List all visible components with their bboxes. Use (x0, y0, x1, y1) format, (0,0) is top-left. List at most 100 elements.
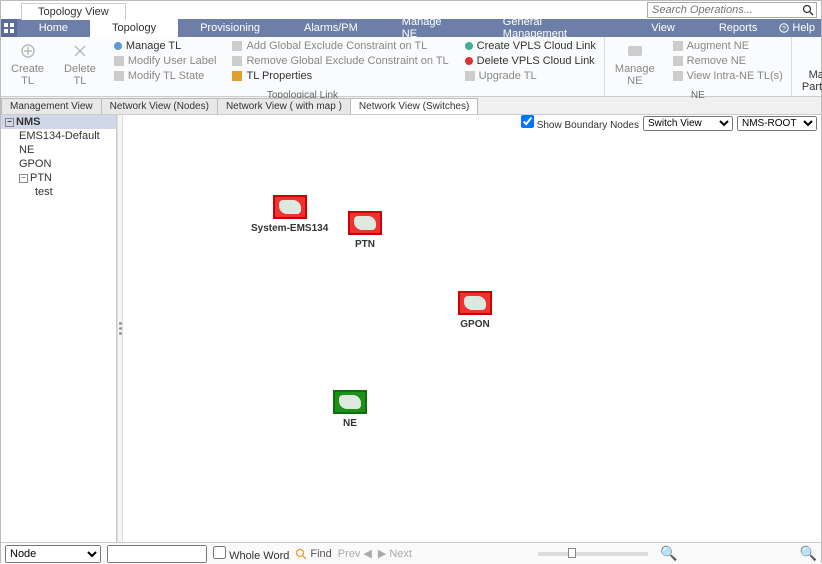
remove-icon (232, 56, 242, 66)
modify-user-label-button[interactable]: Modify User Label (110, 54, 221, 68)
menu-generalmanagement[interactable]: General Management (481, 19, 629, 37)
remove-ne-button[interactable]: Remove NE (669, 54, 787, 68)
node-icon (458, 291, 492, 315)
manage-ne-button[interactable]: Manage NE (609, 39, 661, 89)
help-icon: ? (779, 23, 789, 33)
create-tl-icon (18, 41, 38, 61)
main-area: − NMSEMS134-DefaultNEGPON− PTNtest Show … (1, 115, 821, 542)
topo-node-systemems134[interactable]: System-EMS134 (251, 195, 328, 234)
view-icon (673, 71, 683, 81)
modify-tl-state-button[interactable]: Modify TL State (110, 69, 221, 83)
node-icon (333, 390, 367, 414)
subtab-3[interactable]: Network View (Switches) (350, 98, 478, 114)
create-tl-label: Create TL (11, 63, 44, 87)
manage-partitions-label: ManagePartition(s) (802, 69, 822, 93)
node-type-select[interactable]: Node (5, 545, 101, 563)
title-tab: Topology View (21, 3, 126, 20)
svg-text:?: ? (782, 26, 786, 33)
tree-item-ne[interactable]: NE (1, 143, 116, 157)
edit-icon (114, 56, 124, 66)
menu-provisioning[interactable]: Provisioning (178, 19, 282, 37)
menu-home[interactable]: Home (17, 19, 90, 37)
ne-icon (625, 41, 645, 61)
menu-reports[interactable]: Reports (697, 19, 780, 37)
delete-tl-label: Delete TL (64, 63, 96, 87)
prev-button[interactable]: Prev ◀ (338, 547, 372, 560)
search-icon (295, 548, 307, 560)
canvas-toolbar: Show Boundary Nodes Switch View NMS-ROOT (521, 115, 817, 131)
delete-tl-icon (70, 41, 90, 61)
remove-global-exclude-button[interactable]: Remove Global Exclude Constraint on TL (228, 54, 452, 68)
bottombar: Node Whole Word Find Prev ◀ ▶ Next 🔍 🔍 (1, 542, 821, 564)
search-input[interactable] (648, 4, 800, 16)
search-icon[interactable] (800, 2, 816, 18)
cloud-delete-icon (465, 57, 473, 65)
upgrade-tl-button[interactable]: Upgrade TL (461, 69, 600, 83)
find-input[interactable] (107, 545, 207, 563)
cloud-add-icon (465, 42, 473, 50)
augment-icon (673, 41, 683, 51)
tree-item-test[interactable]: test (1, 185, 116, 199)
topology-canvas[interactable]: Show Boundary Nodes Switch View NMS-ROOT… (123, 115, 821, 542)
collapse-icon[interactable]: − (5, 118, 14, 127)
arrow-right-icon: ▶ (378, 547, 386, 560)
switch-view-select[interactable]: Switch View (643, 116, 733, 131)
help-label: Help (792, 22, 815, 34)
tree-item-ems134default[interactable]: EMS134-Default (1, 129, 116, 143)
properties-icon (232, 71, 242, 81)
search-box[interactable] (647, 2, 817, 18)
root-select[interactable]: NMS-ROOT (737, 116, 817, 131)
topo-node-gpon[interactable]: GPON (458, 291, 492, 330)
manage-partitions-button[interactable]: ManagePartition(s) (796, 39, 822, 101)
node-icon (273, 195, 307, 219)
add-icon (232, 41, 242, 51)
tl-properties-button[interactable]: TL Properties (228, 69, 452, 83)
collapse-icon[interactable]: − (19, 174, 28, 183)
node-label: GPON (458, 319, 492, 330)
menu-managene[interactable]: Manage NE (380, 19, 481, 37)
topo-node-ne[interactable]: NE (333, 390, 367, 429)
menu-alarmspm[interactable]: Alarms/PM (282, 19, 380, 37)
node-label: System-EMS134 (251, 223, 328, 234)
tree-item-ptn[interactable]: − PTN (1, 171, 116, 185)
ribbon: Create TL Delete TL Manage TL Modify Use… (1, 37, 821, 97)
node-icon (348, 211, 382, 235)
subtab-0[interactable]: Management View (1, 98, 102, 114)
subtab-2[interactable]: Network View ( with map ) (217, 98, 351, 114)
add-global-exclude-button[interactable]: Add Global Exclude Constraint on TL (228, 39, 452, 53)
next-button[interactable]: ▶ Next (378, 547, 412, 560)
partition-group-label: Partition (796, 101, 822, 114)
node-label: NE (333, 418, 367, 429)
show-boundary-checkbox[interactable]: Show Boundary Nodes (521, 115, 639, 131)
whole-word-checkbox[interactable]: Whole Word (213, 546, 289, 562)
menu-topology[interactable]: Topology (90, 19, 178, 37)
ne-group-label: NE (609, 89, 787, 102)
menu-corner-icon[interactable] (1, 19, 17, 37)
manage-tl-button[interactable]: Manage TL (110, 39, 221, 53)
tree-item-gpon[interactable]: GPON (1, 157, 116, 171)
delete-vpls-button[interactable]: Delete VPLS Cloud Link (461, 54, 600, 68)
menu-view[interactable]: View (629, 19, 697, 37)
zoom-slider[interactable] (538, 552, 648, 556)
state-icon (114, 71, 124, 81)
view-intra-ne-button[interactable]: View Intra-NE TL(s) (669, 69, 787, 83)
tree-sidebar: − NMSEMS134-DefaultNEGPON− PTNtest (1, 115, 117, 542)
find-button[interactable]: Find (295, 548, 331, 560)
menubar: HomeTopologyProvisioningAlarms/PMManage … (1, 19, 821, 37)
upgrade-icon (465, 71, 475, 81)
link-icon (114, 42, 122, 50)
augment-ne-button[interactable]: Augment NE (669, 39, 787, 53)
remove-ne-icon (673, 56, 683, 66)
delete-tl-button[interactable]: Delete TL (58, 39, 102, 89)
zoom-out-icon[interactable]: 🔍 (660, 545, 677, 562)
tree-root[interactable]: − NMS (1, 115, 116, 129)
create-tl-button[interactable]: Create TL (5, 39, 50, 89)
subtab-1[interactable]: Network View (Nodes) (101, 98, 218, 114)
help-link[interactable]: ? Help (779, 19, 821, 37)
manage-ne-label: Manage NE (615, 63, 655, 87)
topo-node-ptn[interactable]: PTN (348, 211, 382, 250)
create-vpls-button[interactable]: Create VPLS Cloud Link (461, 39, 600, 53)
arrow-left-icon: ◀ (363, 547, 371, 560)
zoom-in-icon[interactable]: 🔍 (800, 545, 817, 562)
node-label: PTN (348, 239, 382, 250)
